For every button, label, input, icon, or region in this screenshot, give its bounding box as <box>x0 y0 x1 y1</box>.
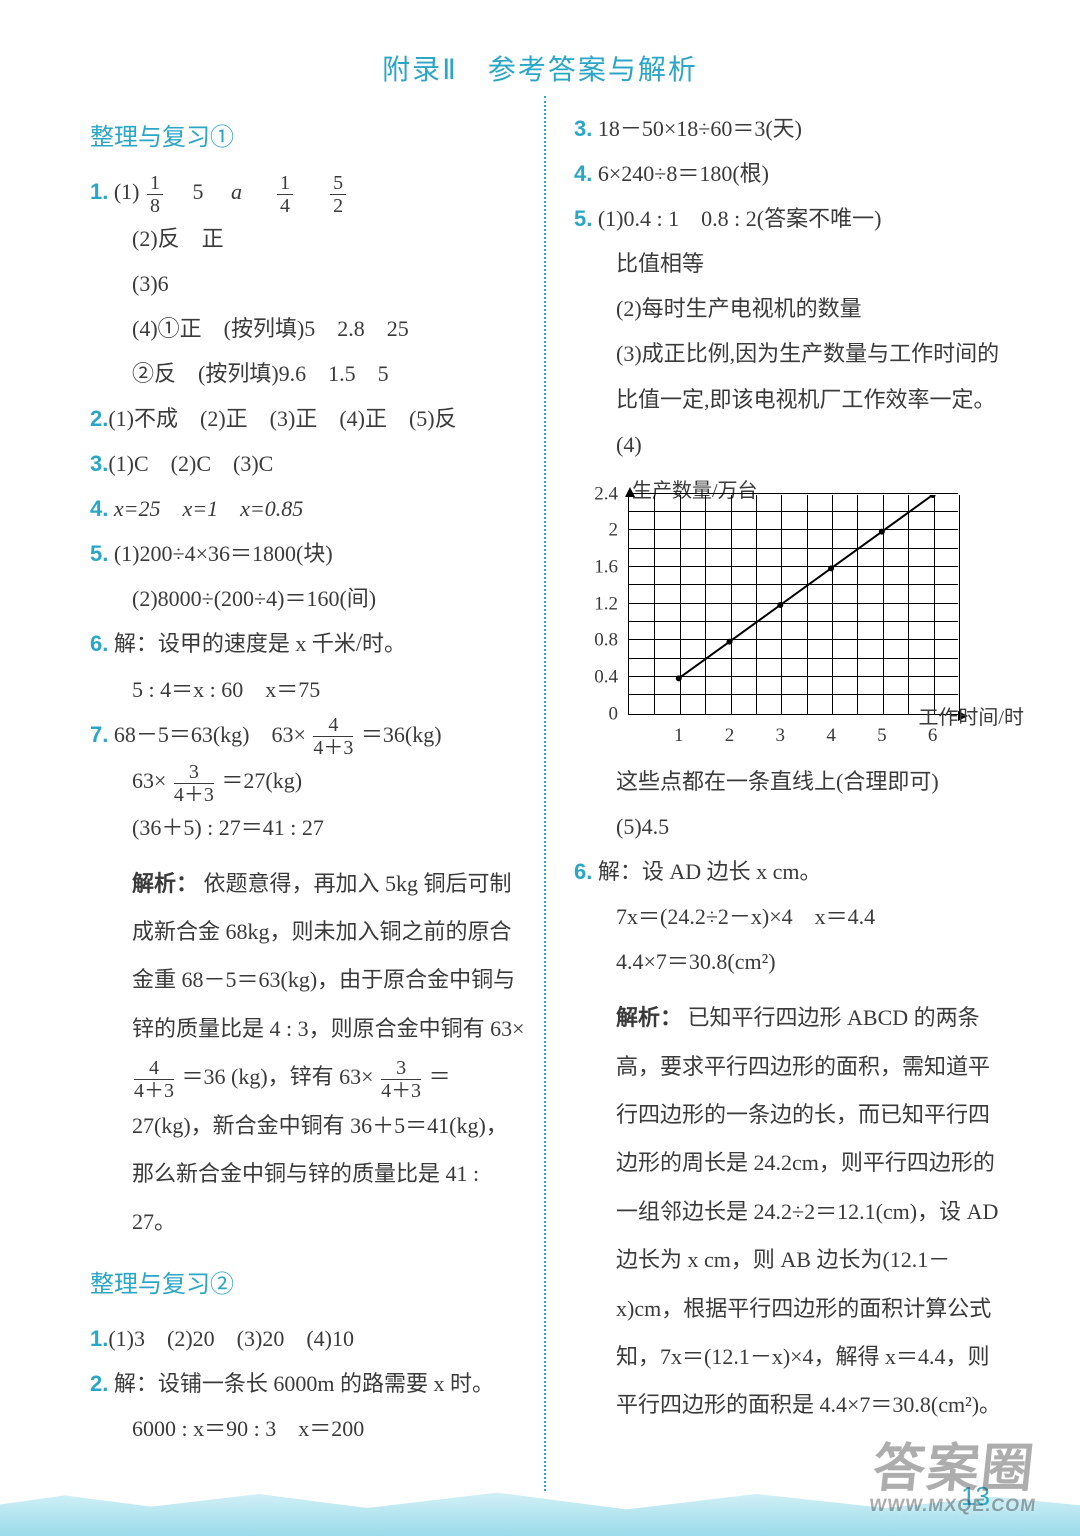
text: ＝36(kg) <box>361 722 442 747</box>
text: 已知平行四边形 ABCD 的两条高，要求平行四边形的面积，需知道平行四边形的一条… <box>616 1005 1001 1417</box>
fraction: 52 <box>330 173 346 216</box>
fraction: 44＋3 <box>313 715 353 758</box>
answer-line: 1. (1) 18 5 a 14 52 <box>90 169 526 215</box>
answer-line: 7x＝(24.2÷2－x)×4 x＝4.4 <box>574 894 1010 939</box>
question-number: 1. <box>90 1326 108 1351</box>
answer-line: 4.4×7＝30.8(cm²) <box>574 939 1010 984</box>
content-area: 整理与复习① 1. (1) 18 5 a 14 52 (2)反 正 (3)6 (… <box>0 88 1080 1451</box>
text: 依题意得，再加入 5kg 铜后可制成新合金 68kg，则未加入铜之前的原合金重 … <box>132 871 515 1041</box>
answer-line: (4) <box>574 422 1010 467</box>
question-number: 5. <box>90 541 108 566</box>
fraction: 34＋3 <box>381 1058 421 1101</box>
left-column: 整理与复习① 1. (1) 18 5 a 14 52 (2)反 正 (3)6 (… <box>90 106 550 1451</box>
answer-line: (5)4.5 <box>574 804 1010 849</box>
question-number: 4. <box>574 161 592 186</box>
answer-line: 1.(1)3 (2)20 (3)20 (4)10 <box>90 1316 526 1361</box>
answer-line: 4. 6×240÷8＝180(根) <box>574 151 1010 196</box>
text: 解：设铺一条长 6000m 的路需要 x 时。 <box>108 1371 494 1396</box>
question-number: 4. <box>90 496 108 521</box>
text: ＝36 (kg)，锌有 63× <box>182 1064 374 1089</box>
question-number: 1. <box>90 179 108 204</box>
answer-line: 3.(1)C (2)C (3)C <box>90 441 526 486</box>
answer-line: 5. (1)200÷4×36＝1800(块) <box>90 531 526 576</box>
answer-line: (36＋5) : 27＝41 : 27 <box>90 805 526 850</box>
text: 68－5＝63(kg) 63× <box>114 722 306 747</box>
text: 5 <box>171 179 226 204</box>
text: (1)200÷4×36＝1800(块) <box>108 541 332 566</box>
y-axis-ticks: 00.40.81.21.622.4 <box>584 495 624 715</box>
answer-line: 7. 68－5＝63(kg) 63× 44＋3 ＝36(kg) <box>90 712 526 758</box>
answer-line: 3. 18－50×18÷60＝3(天) <box>574 106 1010 151</box>
answer-line: 这些点都在一条直线上(合理即可) <box>574 759 1010 804</box>
answer-line: 5. (1)0.4 : 1 0.8 : 2(答案不唯一) <box>574 196 1010 241</box>
question-number: 5. <box>574 206 592 231</box>
fraction: 18 <box>147 173 163 216</box>
answer-line: (2)反 正 <box>90 216 526 261</box>
text: (1)3 (2)20 (3)20 (4)10 <box>108 1326 354 1351</box>
section-heading: 整理与复习① <box>90 114 526 163</box>
text: 27(kg)，新合金中铜有 36＋5＝41(kg)，那么新合金中铜与锌的质量比是… <box>132 1113 508 1235</box>
answer-line: 6. 解：设甲的速度是 x 千米/时。 <box>90 621 526 666</box>
question-number: 3. <box>90 451 108 476</box>
text: 解：设甲的速度是 x 千米/时。 <box>108 631 406 656</box>
answer-line: (3)6 <box>90 261 526 306</box>
chart-plot <box>628 495 958 715</box>
page-title: 附录Ⅱ 参考答案与解析 <box>0 0 1080 88</box>
answer-line: (3)成正比例,因为生产数量与工作时间的比值一定,即该电视机厂工作效率一定。 <box>574 331 1010 421</box>
text: 6×240÷8＝180(根) <box>592 161 769 186</box>
watermark: 答案圈 WWW.MXQE.COM <box>868 1426 1044 1516</box>
answer-line: 2.(1)不成 (2)正 (3)正 (4)正 (5)反 <box>90 396 526 441</box>
fraction: 14 <box>277 173 293 216</box>
question-number: 2. <box>90 1371 108 1396</box>
text: (1)C (2)C (3)C <box>108 451 273 476</box>
question-number: 6. <box>574 859 592 884</box>
text: (1)0.4 : 1 0.8 : 2(答案不唯一) <box>592 206 881 231</box>
answer-line: ②反 (按列填)9.6 1.5 5 <box>90 351 526 396</box>
text: (1) <box>114 179 140 204</box>
text: ＝ <box>429 1064 451 1089</box>
text <box>248 179 270 204</box>
answer-line: (2)8000÷(200÷4)＝160(间) <box>90 576 526 621</box>
column-divider <box>544 96 546 1491</box>
text: (1)不成 (2)正 (3)正 (4)正 (5)反 <box>108 406 456 431</box>
text: 18－50×18÷60＝3(天) <box>592 116 802 141</box>
question-number: 7. <box>90 722 108 747</box>
question-number: 3. <box>574 116 592 141</box>
answer-line: 63× 34＋3 ＝27(kg) <box>90 758 526 804</box>
answer-line: 比值相等 <box>574 241 1010 286</box>
explanation-label: 解析： <box>616 1005 682 1030</box>
chart-xlabel: 工作时间/时 <box>918 698 1024 739</box>
right-column: 3. 18－50×18÷60＝3(天) 4. 6×240÷8＝180(根) 5.… <box>550 106 1010 1451</box>
answer-line: 2. 解：设铺一条长 6000m 的路需要 x 时。 <box>90 1361 526 1406</box>
explanation: 解析： 已知平行四边形 ABCD 的两条高，要求平行四边形的面积，需知道平行四边… <box>574 994 1010 1430</box>
watermark-text: 答案圈 <box>870 1440 1038 1498</box>
answer-line: 4. x=25 x=1 x=0.85 <box>90 486 526 531</box>
question-number: 6. <box>90 631 108 656</box>
fraction: 44＋3 <box>134 1058 174 1101</box>
section-heading: 整理与复习② <box>90 1261 526 1310</box>
text: 63× <box>132 768 166 793</box>
explanation-label: 解析： <box>132 871 198 896</box>
question-number: 2. <box>90 406 108 431</box>
answer-line: 6. 解：设 AD 边长 x cm。 <box>574 849 1010 894</box>
fraction: 34＋3 <box>174 762 214 805</box>
text: ＝27(kg) <box>221 768 302 793</box>
answer-line: (4)①正 (按列填)5 2.8 25 <box>90 306 526 351</box>
answer-line: (2)每时生产电视机的数量 <box>574 286 1010 331</box>
text: 解：设 AD 边长 x cm。 <box>592 859 821 884</box>
variable: a <box>231 179 242 204</box>
answer-line: 6000 : x＝90 : 3 x＝200 <box>90 1406 526 1451</box>
watermark-url: WWW.MXQE.COM <box>868 1495 1037 1516</box>
text <box>301 179 323 204</box>
text: x=25 x=1 x=0.85 <box>108 496 303 521</box>
answer-line: 5 : 4＝x : 60 x＝75 <box>90 667 526 712</box>
line-chart: 生产数量/万台 00.40.81.21.622.4 123456 工作时间/时 <box>584 475 1004 755</box>
explanation: 解析： 依题意得，再加入 5kg 铜后可制成新合金 68kg，则未加入铜之前的原… <box>90 860 526 1247</box>
